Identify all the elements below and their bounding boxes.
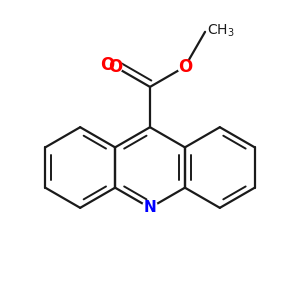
Circle shape: [142, 200, 158, 215]
Circle shape: [108, 60, 122, 74]
Circle shape: [178, 60, 192, 74]
Text: N: N: [144, 200, 156, 215]
Text: O: O: [100, 56, 115, 74]
Text: O: O: [108, 58, 122, 76]
Text: O: O: [178, 58, 192, 76]
Text: CH$_3$: CH$_3$: [207, 22, 235, 39]
